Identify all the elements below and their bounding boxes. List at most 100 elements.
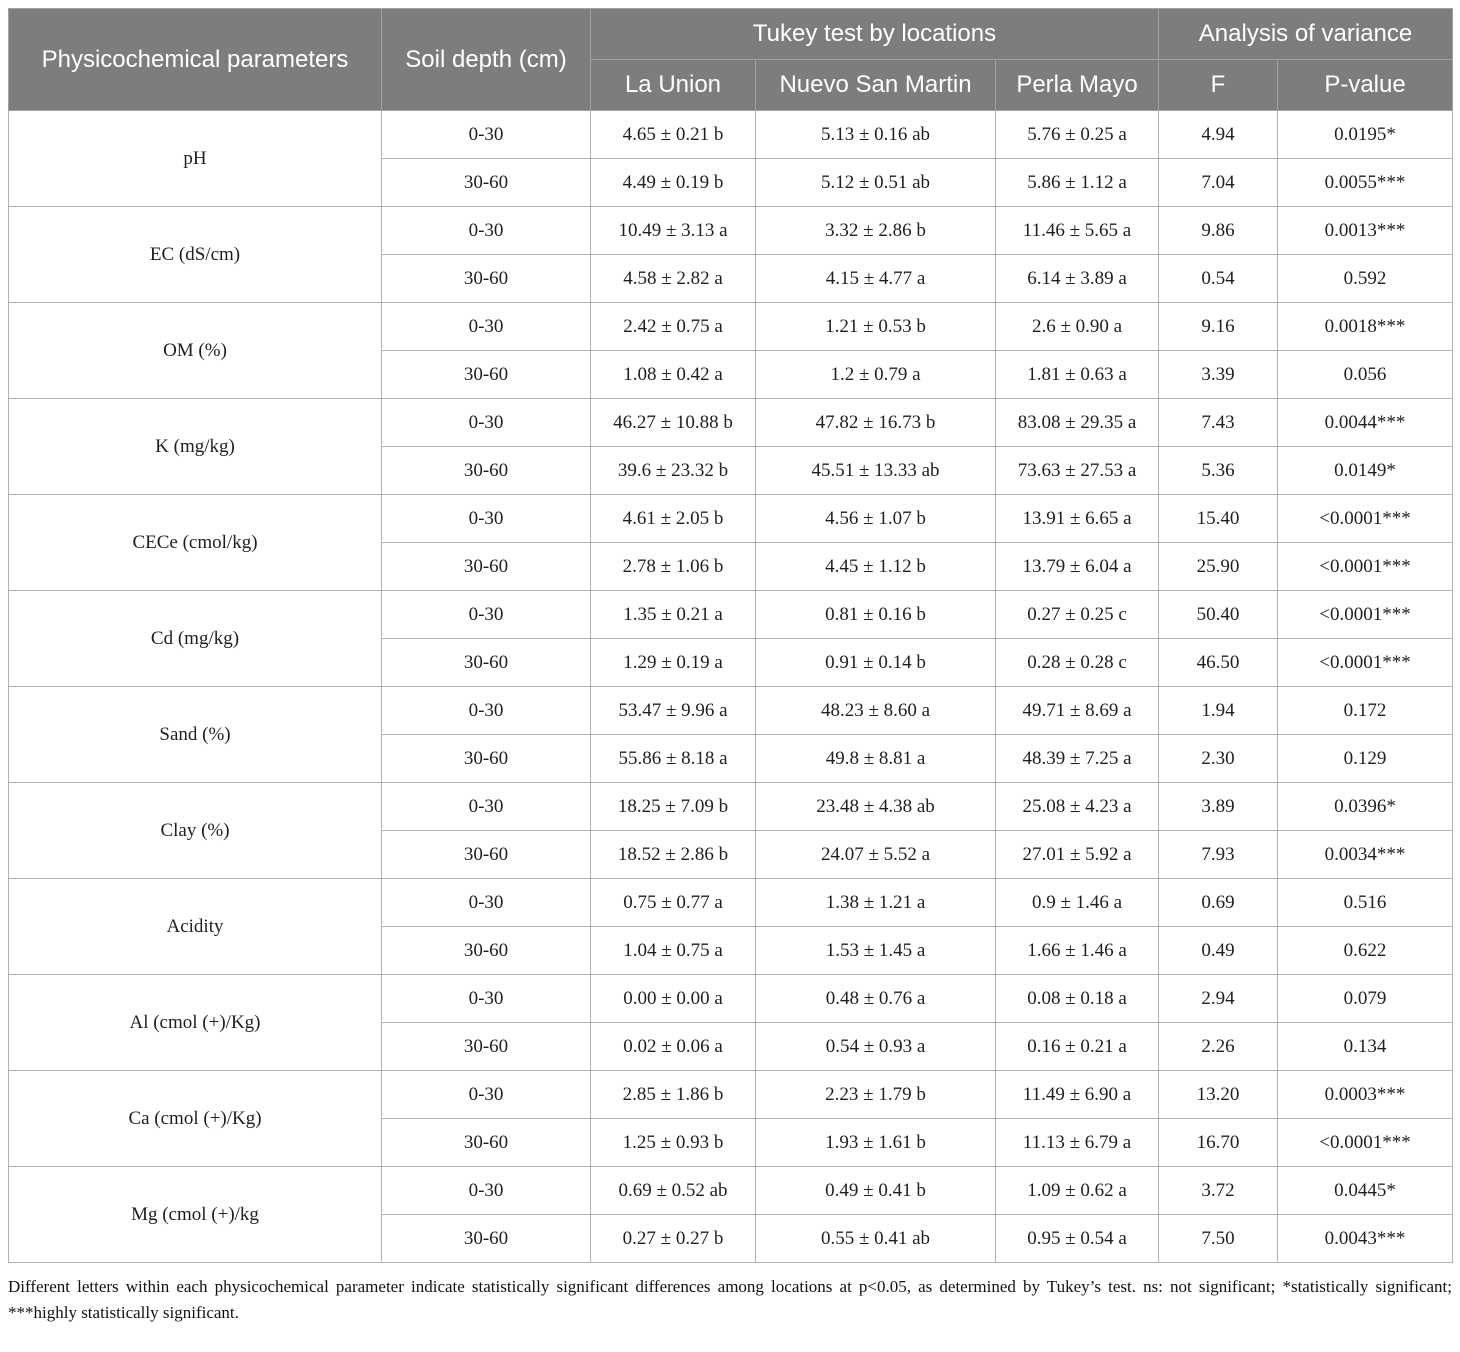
- perla-mayo-cell: 0.95 ± 0.54 a: [994, 1214, 1160, 1263]
- la-union-cell: 4.65 ± 0.21 b: [590, 110, 756, 159]
- table-row: 30-60 1.08 ± 0.42 a 1.2 ± 0.79 a 1.81 ± 0.6…: [9, 350, 1454, 399]
- la-union-cell: 46.27 ± 10.88 b: [590, 398, 756, 447]
- f-cell: 3.89: [1158, 782, 1279, 831]
- perla-mayo-cell: 73.63 ± 27.53 a: [994, 446, 1160, 495]
- la-union-cell: 53.47 ± 9.96 a: [590, 686, 756, 735]
- parameter-cell: pH: [8, 110, 382, 207]
- parameter-cell: Sand (%): [8, 686, 382, 783]
- table-footnote: Different letters within each physicoche…: [8, 1277, 1452, 1323]
- nuevo-san-martin-cell: 24.07 ± 5.52 a: [755, 830, 996, 879]
- nuevo-san-martin-cell: 5.12 ± 0.51 ab: [755, 158, 996, 207]
- perla-mayo-cell: 5.76 ± 0.25 a: [994, 110, 1160, 159]
- la-union-cell: 1.35 ± 0.21 a: [590, 590, 756, 639]
- table-row: Ca (cmol (+)/Kg) 0-30 2.85 ± 1.86 b 2.23 ± …: [8, 1070, 1454, 1167]
- nuevo-san-martin-cell: 1.21 ± 0.53 b: [755, 302, 996, 351]
- nuevo-san-martin-cell: 0.55 ± 0.41 ab: [755, 1214, 996, 1263]
- table-row: OM (%) 0-30 2.42 ± 0.75 a 1.21 ± 0.53 b 2.6 …: [8, 302, 1454, 399]
- perla-mayo-cell: 2.6 ± 0.90 a: [994, 302, 1160, 351]
- header-nuevo-san-martin: Nuevo San Martin: [755, 59, 996, 111]
- depth-cell: 0-30: [381, 494, 591, 543]
- perla-mayo-cell: 48.39 ± 7.25 a: [994, 734, 1160, 783]
- parameter-cell: Cd (mg/kg): [8, 590, 382, 687]
- p-value-cell: 0.0003***: [1277, 1070, 1454, 1119]
- la-union-cell: 0.02 ± 0.06 a: [590, 1022, 756, 1071]
- la-union-cell: 1.04 ± 0.75 a: [590, 926, 756, 975]
- nuevo-san-martin-cell: 4.56 ± 1.07 b: [755, 494, 996, 543]
- p-value-cell: 0.056: [1277, 350, 1454, 399]
- depth-cell: 0-30: [381, 686, 591, 735]
- perla-mayo-cell: 1.66 ± 1.46 a: [994, 926, 1160, 975]
- nuevo-san-martin-cell: 1.38 ± 1.21 a: [755, 878, 996, 927]
- perla-mayo-cell: 13.91 ± 6.65 a: [994, 494, 1160, 543]
- table-row: Mg (cmol (+)/kg 0-30 0.69 ± 0.52 ab 0.49 ± …: [8, 1166, 1454, 1263]
- nuevo-san-martin-cell: 47.82 ± 16.73 b: [755, 398, 996, 447]
- f-cell: 0.49: [1158, 926, 1279, 975]
- table-row: Sand (%) 0-30 53.47 ± 9.96 a 48.23 ± 8.60 a…: [8, 686, 1454, 783]
- f-cell: 2.30: [1158, 734, 1279, 783]
- depth-cell: 30-60: [381, 350, 591, 399]
- depth-cell: 0-30: [381, 302, 591, 351]
- perla-mayo-cell: 0.28 ± 0.28 c: [994, 638, 1160, 687]
- la-union-cell: 2.85 ± 1.86 b: [590, 1070, 756, 1119]
- f-cell: 5.36: [1158, 446, 1279, 495]
- nuevo-san-martin-cell: 5.13 ± 0.16 ab: [755, 110, 996, 159]
- f-cell: 7.50: [1158, 1214, 1279, 1263]
- perla-mayo-cell: 27.01 ± 5.92 a: [994, 830, 1160, 879]
- la-union-cell: 1.29 ± 0.19 a: [590, 638, 756, 687]
- f-cell: 13.20: [1158, 1070, 1279, 1119]
- f-cell: 2.26: [1158, 1022, 1279, 1071]
- f-cell: 9.16: [1158, 302, 1279, 351]
- depth-cell: 30-60: [381, 158, 591, 207]
- f-cell: 1.94: [1158, 686, 1279, 735]
- depth-cell: 0-30: [381, 782, 591, 831]
- la-union-cell: 0.00 ± 0.00 a: [590, 974, 756, 1023]
- la-union-cell: 18.25 ± 7.09 b: [590, 782, 756, 831]
- table-row: 30-60 0.02 ± 0.06 a 0.54 ± 0.93 a 0.16 ± 0.…: [9, 1022, 1454, 1071]
- p-value-cell: 0.0149*: [1277, 446, 1454, 495]
- table-row: Cd (mg/kg) 0-30 1.35 ± 0.21 a 0.81 ± 0.16 b…: [8, 590, 1454, 687]
- depth-cell: 30-60: [381, 542, 591, 591]
- nuevo-san-martin-cell: 48.23 ± 8.60 a: [755, 686, 996, 735]
- p-value-cell: 0.0034***: [1277, 830, 1454, 879]
- p-value-cell: 0.0013***: [1277, 206, 1454, 255]
- p-value-cell: 0.172: [1277, 686, 1454, 735]
- la-union-cell: 0.69 ± 0.52 ab: [590, 1166, 756, 1215]
- f-cell: 16.70: [1158, 1118, 1279, 1167]
- p-value-cell: 0.0018***: [1277, 302, 1454, 351]
- depth-cell: 30-60: [381, 926, 591, 975]
- nuevo-san-martin-cell: 45.51 ± 13.33 ab: [755, 446, 996, 495]
- depth-cell: 0-30: [381, 1070, 591, 1119]
- header-group-tukey: Tukey test by locations: [589, 8, 1160, 60]
- table-row: 30-60 1.29 ± 0.19 a 0.91 ± 0.14 b 0.28 ± 0.…: [9, 638, 1454, 687]
- depth-cell: 30-60: [381, 830, 591, 879]
- p-value-cell: 0.0043***: [1277, 1214, 1454, 1263]
- p-value-cell: <0.0001***: [1277, 590, 1454, 639]
- depth-cell: 30-60: [381, 1118, 591, 1167]
- table-row: 30-60 55.86 ± 8.18 a 49.8 ± 8.81 a 48.39 ± …: [9, 734, 1454, 783]
- table-row: 30-60 0.27 ± 0.27 b 0.55 ± 0.41 ab 0.95 ± 0…: [9, 1214, 1454, 1263]
- p-value-cell: 0.516: [1277, 878, 1454, 927]
- table-row: CECe (cmol/kg) 0-30 4.61 ± 2.05 b 4.56 ± 1.…: [8, 494, 1454, 591]
- table-row: K (mg/kg) 0-30 46.27 ± 10.88 b 47.82 ± 16.7…: [8, 398, 1454, 495]
- nuevo-san-martin-cell: 2.23 ± 1.79 b: [755, 1070, 996, 1119]
- p-value-cell: <0.0001***: [1277, 494, 1454, 543]
- p-value-cell: 0.0055***: [1277, 158, 1454, 207]
- nuevo-san-martin-cell: 49.8 ± 8.81 a: [755, 734, 996, 783]
- perla-mayo-cell: 11.46 ± 5.65 a: [994, 206, 1160, 255]
- p-value-cell: 0.0445*: [1277, 1166, 1454, 1215]
- parameter-cell: Mg (cmol (+)/kg: [8, 1166, 382, 1263]
- f-cell: 15.40: [1158, 494, 1279, 543]
- header-p-value: P-value: [1277, 59, 1454, 111]
- header-parameters: Physicochemical parameters: [8, 8, 382, 111]
- p-value-cell: 0.592: [1277, 254, 1454, 303]
- parameter-cell: Ca (cmol (+)/Kg): [8, 1070, 382, 1167]
- depth-cell: 0-30: [381, 110, 591, 159]
- p-value-cell: <0.0001***: [1277, 638, 1454, 687]
- f-cell: 25.90: [1158, 542, 1279, 591]
- table-row: 30-60 1.04 ± 0.75 a 1.53 ± 1.45 a 1.66 ± 1.…: [9, 926, 1454, 975]
- table-body: pH 0-30 4.65 ± 0.21 b 5.13 ± 0.16 ab 5.76 ± …: [8, 110, 1454, 1263]
- p-value-cell: 0.622: [1277, 926, 1454, 975]
- perla-mayo-cell: 5.86 ± 1.12 a: [994, 158, 1160, 207]
- parameter-cell: Al (cmol (+)/Kg): [8, 974, 382, 1071]
- la-union-cell: 1.08 ± 0.42 a: [590, 350, 756, 399]
